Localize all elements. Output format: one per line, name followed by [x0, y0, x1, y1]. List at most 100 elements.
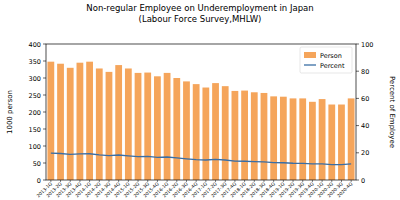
tick — [351, 180, 352, 182]
tick — [312, 180, 313, 182]
tick — [273, 180, 274, 182]
tick — [43, 112, 46, 113]
axis-label: Percent of Employee — [388, 76, 396, 148]
tick — [283, 180, 284, 182]
tick — [50, 180, 51, 182]
bar — [270, 96, 277, 180]
tick — [244, 180, 245, 182]
tick — [43, 95, 46, 96]
tick-label: 0 — [37, 177, 41, 185]
bar — [183, 81, 190, 180]
category-label: 2020-4Q — [336, 181, 354, 199]
bar — [67, 68, 74, 180]
bar — [86, 62, 93, 180]
legend-label: Person — [320, 52, 342, 60]
bar — [164, 73, 171, 180]
tick-label: 40 — [361, 122, 369, 130]
bar — [309, 102, 316, 180]
bar — [115, 65, 122, 180]
bar — [212, 83, 219, 180]
bar — [135, 73, 142, 180]
tick — [225, 180, 226, 182]
tick-label: 20 — [361, 149, 369, 157]
tick — [118, 180, 119, 182]
tick — [186, 180, 187, 182]
legend: Person Percent — [300, 47, 352, 73]
tick — [322, 180, 323, 182]
bar — [47, 62, 54, 180]
bar — [57, 64, 64, 180]
tick — [356, 125, 359, 126]
tick — [254, 180, 255, 182]
tick-label: 200 — [29, 109, 41, 117]
bar — [173, 78, 180, 180]
title: Non-regular Employee on Underemployment … — [86, 3, 313, 13]
background — [0, 0, 400, 200]
bar — [338, 105, 345, 180]
tick — [43, 146, 46, 147]
tick — [263, 180, 264, 182]
tick — [108, 180, 109, 182]
tick — [356, 180, 359, 181]
tick — [196, 180, 197, 182]
tick — [205, 180, 206, 182]
bar — [202, 88, 209, 180]
tick — [138, 180, 139, 182]
legend-swatch — [304, 52, 316, 58]
bar — [232, 91, 239, 180]
bar — [251, 92, 258, 180]
axis-label: 1000 person — [6, 90, 14, 134]
tick-label: 0 — [361, 177, 365, 185]
legend-swatch — [304, 64, 316, 65]
tick-label: 250 — [29, 92, 41, 100]
tick — [215, 180, 216, 182]
bar — [328, 105, 335, 180]
bar — [106, 72, 113, 180]
tick — [70, 180, 71, 182]
tick — [293, 180, 294, 182]
bar — [261, 93, 268, 180]
line — [51, 153, 351, 165]
tick — [157, 180, 158, 182]
subtitle: (Labour Force Survey,MHLW) — [139, 14, 262, 24]
tick-label: 50 — [33, 160, 41, 168]
tick — [79, 180, 80, 182]
tick — [356, 98, 359, 99]
bar — [222, 86, 229, 180]
bar — [241, 91, 248, 180]
tick-label: 400 — [29, 41, 41, 49]
bar — [125, 68, 132, 180]
bar — [280, 97, 287, 180]
tick — [356, 44, 359, 45]
tick — [356, 71, 359, 72]
plot-marks — [47, 62, 354, 180]
tick — [43, 44, 46, 45]
tick-label: 150 — [29, 126, 41, 134]
chart: Non-regular Employee on Underemployment … — [0, 0, 400, 200]
bar — [144, 73, 151, 180]
tick — [234, 180, 235, 182]
tick — [176, 180, 177, 182]
plot-frame — [46, 44, 356, 180]
bar — [319, 99, 326, 180]
tick — [89, 180, 90, 182]
legend-label: Percent — [320, 62, 345, 70]
tick — [331, 180, 332, 182]
tick-label: 350 — [29, 58, 41, 66]
tick-label: 80 — [361, 68, 369, 76]
tick — [43, 78, 46, 79]
tick-label: 100 — [361, 41, 373, 49]
bar — [348, 98, 355, 180]
tick-label: 100 — [29, 143, 41, 151]
tick — [128, 180, 129, 182]
tick-label: 300 — [29, 75, 41, 83]
bar — [96, 68, 103, 180]
tick — [302, 180, 303, 182]
tick — [356, 152, 359, 153]
tick — [167, 180, 168, 182]
bar — [77, 63, 84, 180]
tick — [147, 180, 148, 182]
bar — [193, 84, 200, 180]
tick-label: 60 — [361, 95, 369, 103]
tick — [341, 180, 342, 182]
